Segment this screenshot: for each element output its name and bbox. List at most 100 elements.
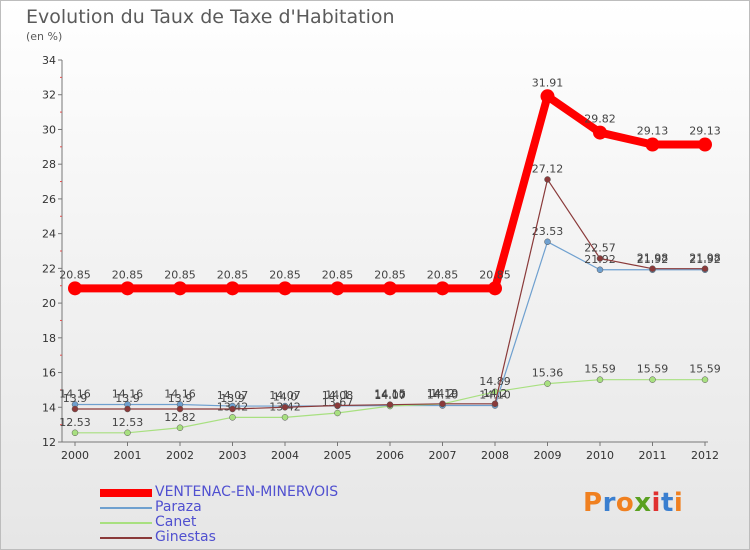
y-tick-label: 24 (42, 228, 56, 241)
logo-letter: r (602, 488, 616, 518)
data-label: 12.53 (112, 416, 144, 429)
x-tick-label: 2012 (691, 449, 719, 462)
data-label: 15.59 (584, 363, 616, 376)
legend-swatch (100, 537, 152, 539)
data-point (281, 404, 289, 411)
legend-item: Paraza (100, 499, 420, 515)
data-label: 14.16 (164, 387, 196, 400)
x-tick-label: 2004 (271, 449, 299, 462)
data-point (645, 137, 660, 152)
data-point (330, 281, 345, 296)
data-label: 13.9 (63, 392, 88, 405)
y-tick-label: 22 (42, 262, 56, 275)
legend-swatch (100, 489, 152, 497)
data-label: 23.53 (532, 225, 564, 238)
data-point (386, 401, 394, 408)
data-label: 14.2 (483, 387, 508, 400)
legend-label: Paraza (155, 499, 202, 515)
data-label: 20.85 (322, 268, 354, 281)
x-tick-label: 2008 (481, 449, 509, 462)
logo-letter: x (634, 488, 652, 518)
data-label: 14.1 (325, 389, 350, 402)
series-line-thin-0 (74, 241, 706, 407)
data-label: 20.85 (374, 268, 406, 281)
legend: VENTENAC-EN-MINERVOIS Paraza Canet Ginestas (100, 484, 420, 545)
y-tick-label: 16 (42, 367, 56, 380)
data-point (698, 137, 712, 152)
data-label: 20.85 (479, 268, 511, 281)
y-tick-label: 30 (42, 123, 56, 136)
y-tick-label: 12 (42, 436, 56, 449)
data-label: 29.13 (689, 125, 721, 138)
data-label: 21.92 (637, 253, 669, 266)
x-tick-label: 2001 (114, 449, 142, 462)
data-label: 13.9 (220, 392, 245, 405)
y-tick-label: 26 (42, 193, 56, 206)
y-tick-label: 18 (42, 332, 56, 345)
unit-label: (en %) (26, 30, 63, 43)
data-label: 14.07 (217, 389, 249, 402)
data-point (383, 281, 397, 296)
x-tick-label: 2003 (219, 449, 247, 462)
data-point (334, 409, 341, 417)
data-point (544, 176, 551, 183)
data-label: 20.85 (59, 268, 91, 281)
data-label: 31.91 (532, 76, 564, 89)
y-tick-label: 20 (42, 297, 56, 310)
data-label: 27.12 (532, 162, 564, 175)
data-label: 14.10 (374, 389, 406, 402)
data-label: 29.13 (637, 125, 669, 138)
data-label: 20.85 (269, 268, 301, 281)
data-label: 21.92 (689, 253, 721, 266)
data-label: 29.82 (584, 113, 616, 126)
data-label: 22.57 (584, 241, 616, 254)
data-point (544, 238, 551, 246)
data-label: 14.07 (374, 389, 406, 402)
data-label: 20.85 (427, 268, 459, 281)
data-label: 14.16 (112, 387, 144, 400)
data-point (281, 414, 289, 421)
data-label: 20.85 (112, 268, 144, 281)
y-tick-label: 34 (42, 54, 56, 67)
data-label: 14.89 (479, 375, 511, 388)
data-point (124, 429, 131, 437)
data-point (229, 414, 236, 421)
x-tick-label: 2002 (166, 449, 194, 462)
y-tick-label: 28 (42, 158, 56, 171)
y-tick-label: 32 (42, 89, 56, 102)
legend-swatch (100, 522, 152, 524)
data-label: 14.19 (427, 387, 459, 400)
data-point (439, 400, 446, 408)
data-point (435, 281, 450, 296)
data-label: 13.9 (168, 392, 193, 405)
data-label: 21.98 (637, 252, 669, 265)
data-point (596, 376, 604, 383)
logo-letter: o (615, 488, 635, 518)
data-label: 15.59 (637, 363, 669, 376)
data-point (225, 281, 240, 296)
data-point (278, 281, 292, 296)
data-point (701, 376, 709, 383)
data-point (540, 89, 555, 104)
data-label: 14.2 (430, 387, 455, 400)
data-point (334, 402, 341, 409)
x-tick-label: 2006 (376, 449, 404, 462)
data-point (176, 424, 184, 432)
data-point (596, 266, 604, 274)
legend-swatch (100, 507, 152, 509)
x-tick-label: 2010 (586, 449, 614, 462)
logo-letter: P (583, 488, 603, 518)
legend-item: Canet (100, 514, 420, 530)
data-point (71, 405, 79, 413)
data-point (701, 265, 709, 272)
legend-label: VENTENAC-EN-MINERVOIS (155, 484, 339, 500)
chart-title: Evolution du Taux de Taxe d'Habitation (26, 6, 395, 28)
data-label: 20.85 (164, 268, 196, 281)
data-point (596, 255, 604, 262)
logo-letter: i (651, 488, 661, 518)
data-label: 15.59 (689, 363, 721, 376)
legend-label: Ginestas (155, 529, 216, 545)
x-tick-label: 2009 (534, 449, 562, 462)
